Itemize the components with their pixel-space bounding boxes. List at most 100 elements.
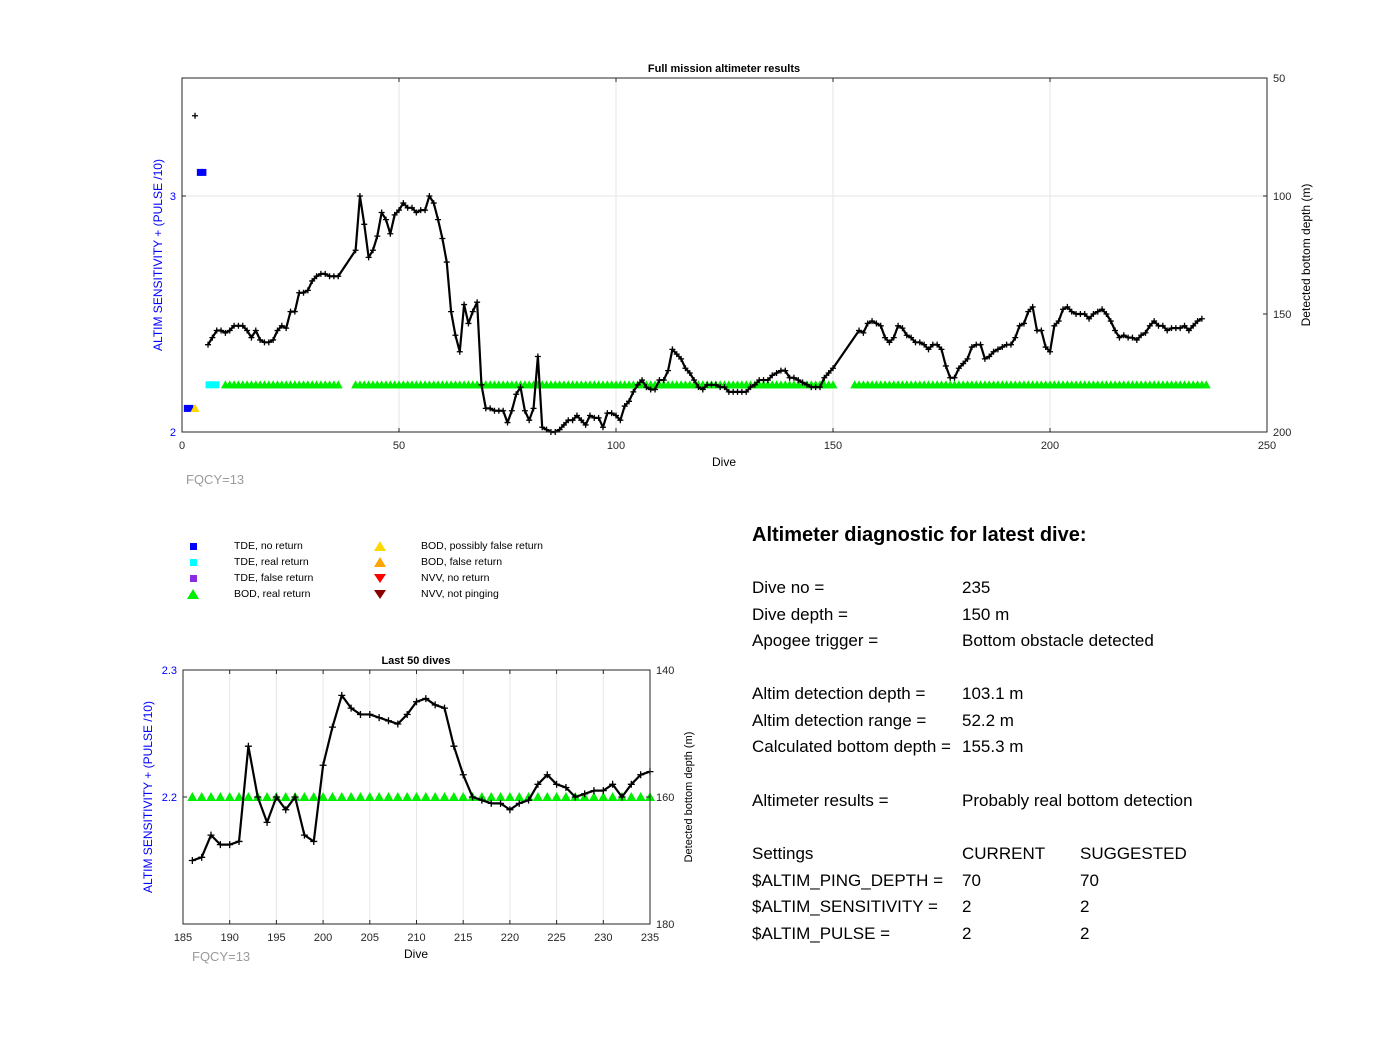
depth-point: [239, 322, 246, 329]
depth-point: [960, 360, 967, 367]
legend-label: BOD, false return: [421, 556, 503, 568]
depth-point: [1159, 322, 1166, 329]
depth-point: [188, 857, 196, 864]
depth-point: [816, 384, 823, 391]
small-fqcy-annotation: FQCY=13: [192, 949, 250, 964]
depth-point: [443, 259, 450, 266]
depth-point: [586, 412, 593, 419]
depth-point: [769, 372, 776, 379]
depth-point: [1029, 303, 1036, 310]
tde-no-return-marker: [183, 404, 190, 412]
depth-point: [409, 204, 416, 211]
depth-point: [751, 381, 758, 388]
tde-real-return-marker: [205, 381, 211, 389]
legend-label: NVV, no return: [421, 572, 490, 584]
depth-point: [291, 308, 298, 315]
y-right-tick-label: 200: [1273, 427, 1291, 439]
depth-point: [1099, 306, 1106, 313]
depth-point: [450, 742, 458, 750]
bod-real-return-marker: [598, 792, 609, 801]
depth-point: [617, 417, 624, 424]
y-right-tick-label: 160: [656, 792, 674, 804]
bod-real-return-marker: [333, 380, 343, 389]
darkred-triangle-down-icon: [374, 590, 386, 599]
depth-point: [1047, 348, 1053, 355]
x-tick-label: 220: [501, 932, 519, 944]
depth-point: [517, 384, 524, 391]
depth-point: [934, 341, 941, 348]
depth-point: [430, 200, 437, 207]
depth-point: [573, 412, 580, 419]
depth-point: [643, 384, 650, 391]
depth-point: [830, 365, 836, 372]
small-left-axis-label: ALTIM SENSITIVITY + (PULSE /10): [141, 701, 155, 893]
depth-point: [1116, 334, 1123, 341]
depth-point: [387, 230, 394, 237]
depth-point: [699, 386, 706, 393]
diagnostic-title: Altimeter diagnostic for latest dive:: [752, 524, 1087, 546]
depth-point: [534, 780, 542, 788]
depth-point: [1194, 318, 1201, 325]
depth-point: [743, 388, 750, 395]
depth-point: [686, 370, 693, 376]
depth-point: [652, 386, 659, 393]
diag-value: Probably real bottom detection: [962, 791, 1193, 810]
depth-series-line: [191, 694, 651, 862]
depth-point: [639, 377, 646, 384]
depth-point: [1068, 308, 1075, 315]
depth-point: [265, 339, 272, 346]
bod-real-return-marker: [514, 792, 525, 801]
depth-point: [478, 796, 486, 804]
depth-point: [300, 831, 308, 839]
depth-point: [637, 771, 645, 779]
depth-point: [1060, 306, 1067, 313]
depth-point: [590, 787, 598, 795]
depth-point: [539, 424, 546, 431]
legend-label: NVV, not pinging: [421, 588, 499, 600]
depth-point: [506, 806, 514, 814]
diagnostic-panel: Altimeter diagnostic for latest dive: Di…: [752, 520, 1372, 960]
depth-point: [441, 704, 449, 712]
depth-point: [1164, 327, 1171, 334]
bod-real-return-marker: [196, 792, 207, 801]
bod-real-return-marker: [551, 792, 562, 801]
depth-point: [513, 391, 520, 398]
diag-row-calculated-bottom-depth: Calculated bottom depth = 155.3 m: [752, 736, 1372, 758]
depth-point: [627, 780, 635, 788]
depth-point: [283, 325, 290, 332]
main-plot-frame: [181, 77, 1268, 433]
bod-real-return-marker: [383, 792, 394, 801]
bod-real-return-marker: [224, 792, 235, 801]
legend-label: BOD, possibly false return: [421, 540, 543, 552]
diag-row-altim-detection-range: Altim detection range = 52.2 m: [752, 710, 1372, 732]
depth-point: [426, 193, 433, 199]
bod-real-return-marker: [364, 792, 375, 801]
diag-row-altim-detection-depth: Altim detection depth = 103.1 m: [752, 683, 1372, 705]
depth-point: [403, 710, 411, 718]
depth-point: [465, 320, 472, 327]
depth-point: [669, 346, 676, 353]
depth-point: [1020, 320, 1027, 327]
depth-point: [764, 377, 771, 384]
depth-point: [1151, 318, 1158, 325]
y-right-tick-label: 150: [1273, 309, 1291, 321]
depth-point: [515, 799, 523, 807]
depth-point: [609, 780, 617, 788]
depth-point: [369, 247, 376, 254]
depth-point: [678, 355, 685, 362]
depth-point: [459, 771, 467, 779]
x-tick-label: 210: [407, 932, 425, 944]
depth-point: [543, 771, 551, 779]
depth-point: [456, 348, 463, 355]
depth-point: [553, 780, 561, 788]
depth-point: [964, 355, 971, 362]
depth-point: [599, 424, 606, 431]
depth-point: [525, 796, 533, 804]
x-tick-label: 200: [314, 932, 332, 944]
depth-point: [621, 403, 628, 410]
x-tick-label: 215: [454, 932, 472, 944]
bod-real-return-marker: [187, 792, 198, 801]
depth-point: [504, 419, 511, 426]
depth-point: [530, 405, 537, 412]
